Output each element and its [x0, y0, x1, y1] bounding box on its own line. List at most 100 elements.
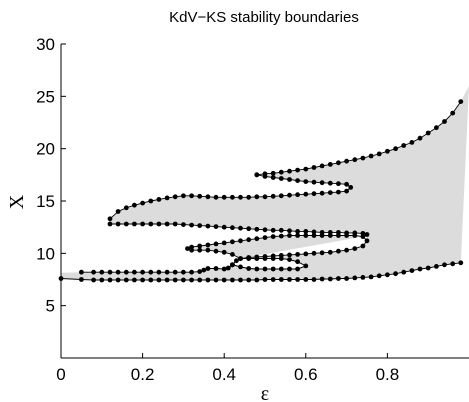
unstable-region-fill [61, 85, 469, 281]
x-tick-label: 0 [56, 365, 65, 384]
data-point [303, 277, 309, 282]
data-point [230, 239, 235, 245]
data-point [352, 157, 358, 163]
data-point [327, 276, 333, 282]
data-point [262, 227, 268, 233]
data-point [189, 269, 195, 275]
data-point [230, 277, 235, 283]
data-point [360, 243, 366, 249]
data-point [221, 249, 227, 255]
data-point [213, 277, 219, 283]
data-point [417, 135, 423, 141]
data-point [311, 179, 317, 185]
x-axis-label: ε [261, 383, 269, 402]
data-point [311, 165, 317, 170]
data-point [336, 230, 341, 235]
data-point [270, 227, 276, 233]
data-point [123, 269, 129, 275]
data-point [221, 266, 227, 272]
data-point [230, 194, 235, 200]
data-point [254, 236, 260, 242]
data-point [246, 237, 252, 243]
data-point [327, 180, 333, 186]
data-point [246, 255, 252, 260]
data-point [140, 221, 146, 227]
data-point [344, 181, 349, 187]
data-point [450, 261, 456, 267]
data-point [352, 230, 358, 236]
data-point [254, 226, 260, 232]
data-point [123, 205, 129, 211]
data-point [311, 229, 317, 235]
data-point [442, 262, 447, 268]
data-point [132, 277, 137, 283]
data-point [344, 230, 349, 236]
data-point [368, 153, 374, 159]
series-layer [58, 99, 464, 283]
data-point [287, 277, 292, 282]
data-point [327, 230, 333, 235]
data-point [99, 269, 105, 275]
data-point [234, 258, 239, 264]
data-point [115, 269, 121, 275]
data-point [181, 193, 186, 199]
data-point [327, 249, 333, 255]
data-point [205, 223, 211, 229]
data-point [115, 209, 121, 214]
data-point [107, 269, 113, 275]
data-point [336, 248, 341, 254]
data-point [344, 158, 349, 164]
data-point [278, 193, 284, 199]
y-axis-label: X [6, 194, 28, 209]
data-point [205, 266, 211, 271]
plot-area [58, 85, 469, 283]
y-tick-label: 5 [46, 297, 55, 316]
data-point [172, 194, 178, 200]
data-point [164, 269, 170, 275]
data-point [385, 148, 390, 154]
data-point [254, 254, 260, 260]
data-point [295, 252, 300, 257]
data-point [148, 221, 154, 227]
data-point [450, 110, 456, 116]
data-point [156, 221, 162, 227]
data-point [189, 222, 195, 228]
data-point [205, 247, 211, 253]
data-point [303, 179, 309, 185]
data-point [295, 192, 300, 198]
data-point [262, 266, 268, 272]
data-point [303, 191, 309, 197]
data-point [278, 253, 284, 258]
data-point [254, 172, 260, 178]
data-point [115, 277, 121, 283]
data-point [230, 262, 235, 268]
data-point [344, 188, 349, 194]
data-point [311, 277, 317, 282]
x-tick-label: 0.6 [294, 365, 318, 384]
data-point [360, 231, 366, 236]
data-point [303, 166, 309, 172]
data-point [278, 266, 284, 272]
data-point [348, 185, 354, 190]
data-point [295, 233, 300, 238]
data-point [197, 269, 203, 274]
data-point [278, 227, 284, 233]
data-point [197, 247, 203, 253]
data-point [287, 257, 292, 262]
data-point [278, 176, 284, 181]
data-point [156, 277, 162, 283]
data-point [344, 276, 349, 281]
data-point [336, 276, 341, 281]
data-point [262, 254, 268, 259]
data-point [287, 192, 292, 198]
data-point [107, 216, 113, 222]
data-point [417, 266, 423, 272]
data-point [238, 238, 243, 244]
data-point [295, 229, 300, 234]
data-point [213, 224, 219, 230]
data-point [205, 277, 211, 283]
data-point [230, 225, 235, 231]
data-point [278, 277, 284, 282]
data-point [172, 277, 178, 283]
data-point [246, 266, 252, 271]
